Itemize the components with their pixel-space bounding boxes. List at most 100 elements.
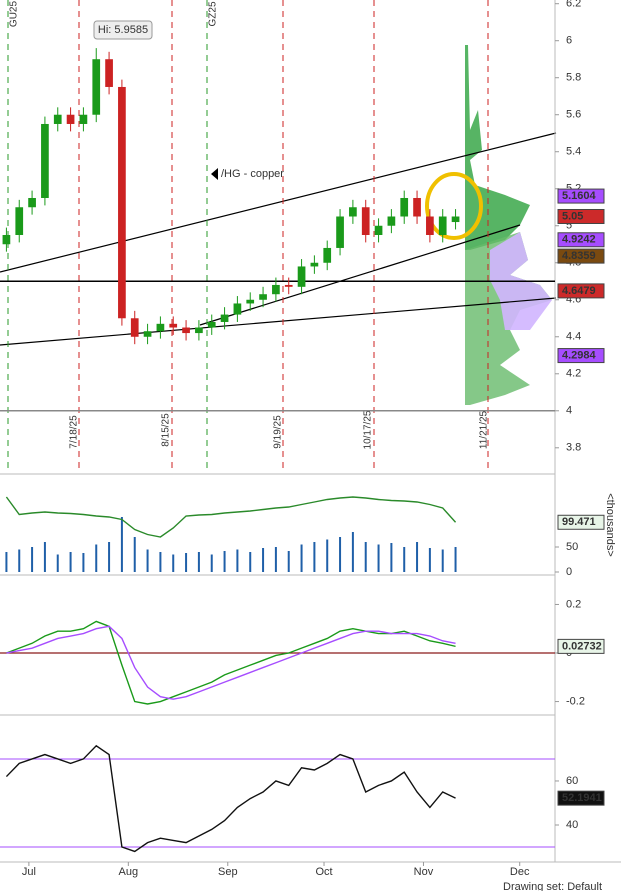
candle-body <box>336 216 344 248</box>
candle-body <box>53 114 62 124</box>
candle-body <box>118 86 126 319</box>
candle-body <box>246 299 255 304</box>
candle-body <box>66 114 75 124</box>
volume-bar <box>146 549 149 572</box>
value-box <box>557 208 605 224</box>
volume-bar <box>210 554 213 572</box>
rsi-line <box>5 744 456 853</box>
candle-body <box>195 327 203 334</box>
value-label: 4.2984 <box>562 349 597 361</box>
value-label: 4.6479 <box>562 285 596 297</box>
volume-bar <box>403 547 406 572</box>
volume-bar <box>313 542 316 572</box>
y-tick-label: 4.2 <box>566 368 581 380</box>
indicator-line <box>5 496 457 538</box>
trend-line <box>0 132 557 273</box>
candle-body <box>28 197 36 208</box>
candle-body <box>426 216 434 235</box>
candle-body <box>79 114 88 124</box>
candle-body <box>361 207 370 235</box>
volume-bar <box>18 549 21 572</box>
y-tick-label: 3.8 <box>566 442 581 454</box>
value-label: 99.471 <box>562 516 596 528</box>
trend-line <box>0 297 557 346</box>
panel-separators <box>0 0 621 863</box>
candle-body <box>169 323 178 328</box>
event-label: GZ25 <box>208 1 219 26</box>
volume-bar <box>5 552 8 572</box>
candle-body <box>2 235 11 245</box>
series-line <box>6 620 456 705</box>
y-tick-label: 6 <box>566 35 572 47</box>
event-label: GU25 <box>9 1 20 28</box>
candle-body <box>182 327 190 334</box>
y-tick-label: 4.4 <box>566 331 581 343</box>
high-box <box>93 20 153 40</box>
volume-bar <box>120 517 123 572</box>
value-label: 4.8359 <box>562 250 596 262</box>
volume-bar <box>43 542 46 572</box>
x-tick-label: Sep <box>218 866 238 878</box>
candle-body <box>349 207 357 217</box>
trend-lines <box>0 132 557 346</box>
volume-bar <box>197 552 200 572</box>
candle-body <box>233 303 242 315</box>
candle-body <box>374 225 383 235</box>
event-label: 7/18/25 <box>69 415 80 449</box>
volume-bar <box>351 532 354 572</box>
value-label: 4.9242 <box>562 234 596 246</box>
value-box <box>557 790 605 806</box>
y-tick-label: 40 <box>566 819 578 831</box>
volume-bar <box>390 543 393 572</box>
y-tick-label: 0 <box>566 566 572 578</box>
candle-body <box>259 294 267 300</box>
volume-bar <box>172 554 175 572</box>
candle-body <box>310 262 319 267</box>
candle-body <box>387 216 396 226</box>
volume-bar <box>274 547 277 572</box>
value-label: 5.05 <box>562 210 583 222</box>
x-tick-label: Jul <box>22 866 36 878</box>
value-label: 5.1604 <box>562 190 597 202</box>
volume-bar <box>364 542 367 572</box>
volume-bar <box>454 547 457 572</box>
volume-bar <box>133 537 136 572</box>
volume-bar <box>300 544 303 572</box>
candle-body <box>284 284 293 287</box>
value-box <box>557 232 605 248</box>
volume-bar <box>69 552 72 572</box>
y-tick-label: 6.2 <box>566 0 581 10</box>
series-line <box>6 625 456 700</box>
candle-body <box>92 59 101 115</box>
volume-bar <box>249 552 252 572</box>
y-tick-label: 4 <box>566 405 572 417</box>
volume-bar <box>339 537 342 572</box>
candle-body <box>438 216 447 235</box>
candle-body <box>220 314 229 322</box>
volume-bar <box>428 548 431 572</box>
event-label: 11/21/25 <box>479 410 490 449</box>
volume-bar <box>95 544 98 572</box>
x-tick-label: Nov <box>414 866 434 878</box>
volume-bar <box>108 542 111 572</box>
high-annotation: Hi: 5.9585 <box>98 24 148 36</box>
candle-body <box>323 247 332 263</box>
value-box <box>557 283 605 299</box>
value-box <box>557 188 605 204</box>
event-label: 10/17/25 <box>363 410 374 449</box>
volume-bar <box>441 549 444 572</box>
event-label: 9/19/25 <box>273 415 284 449</box>
x-tick-label: Aug <box>119 866 139 878</box>
volume-bar <box>287 551 290 572</box>
y-tick-label: -0.2 <box>566 695 585 707</box>
volume-bar <box>82 553 85 572</box>
volume-bar <box>185 553 188 572</box>
y-tick-label: 50 <box>566 541 578 553</box>
value-box <box>557 348 605 364</box>
candle-body <box>400 197 409 217</box>
value-label: 0.02732 <box>562 640 602 652</box>
volume-bar <box>236 549 239 572</box>
symbol-annotation: /HG - copper <box>221 168 284 180</box>
volume-bar <box>56 554 59 572</box>
